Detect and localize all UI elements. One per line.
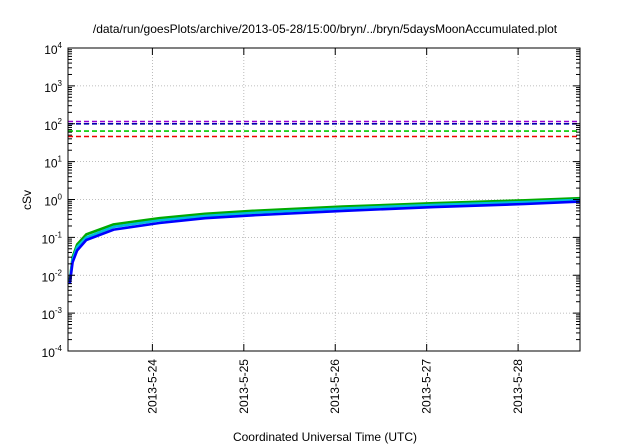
x-tick-label: 2013-5-28: [511, 359, 525, 414]
series-line: [68, 198, 581, 282]
x-tick-label: 2013-5-27: [420, 359, 434, 414]
y-axis-label: cSv: [20, 190, 34, 210]
y-tick-label: 10-3: [42, 306, 63, 322]
series-line: [68, 200, 581, 284]
x-axis-label: Coordinated Universal Time (UTC): [233, 430, 417, 444]
y-tick-label: 103: [44, 79, 62, 95]
y-axis: 10-4 10-3 10-2 10-1 100 101 102 103 104: [42, 41, 580, 360]
series-lines: [68, 120, 581, 284]
chart-title: /data/run/goesPlots/archive/2013-05-28/1…: [93, 22, 558, 36]
y-tick-label: 102: [44, 117, 62, 133]
y-tick-label: 101: [44, 155, 62, 171]
y-tick-label: 10-2: [42, 268, 63, 284]
y-tick-label: 10-4: [42, 344, 63, 360]
y-tick-label: 100: [44, 193, 62, 209]
x-axis: 2013-5-24 2013-5-25 2013-5-26 2013-5-27 2013…: [145, 48, 525, 414]
y-tick-label: 104: [44, 41, 62, 57]
x-tick-label: 2013-5-26: [328, 359, 342, 414]
x-tick-label: 2013-5-24: [145, 359, 159, 414]
x-tick-label: 2013-5-25: [237, 359, 251, 414]
y-tick-label: 10-1: [42, 230, 63, 246]
grid: [68, 48, 580, 351]
